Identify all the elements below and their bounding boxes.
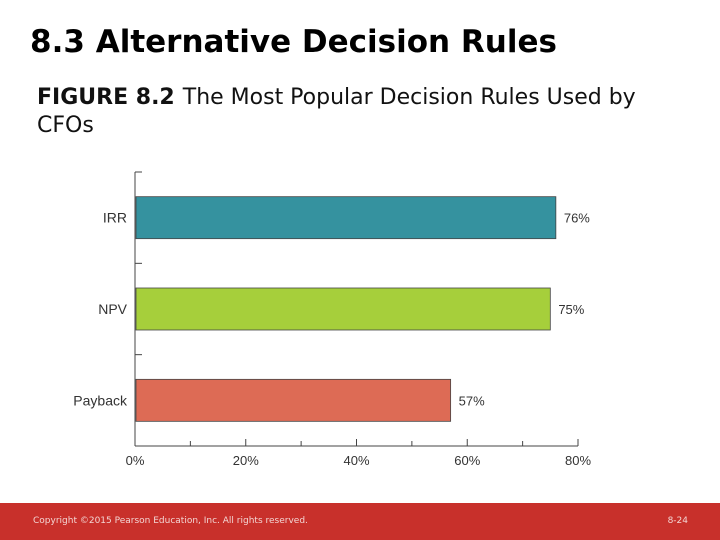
- figure-number: FIGURE 8.2: [37, 85, 175, 110]
- page-number: 8-24: [667, 516, 688, 526]
- figure-caption-text: The Most Popular Decision Rules Used by …: [37, 85, 636, 138]
- bar-chart: 0% 20% 40% 60% 80% IRR 76% NPV 75% Payback 57%: [73, 171, 591, 468]
- chart-axes: [134, 171, 579, 447]
- figure-caption: FIGURE 8.2 The Most Popular Decision Rule…: [37, 84, 637, 140]
- bar-irr: [135, 196, 557, 240]
- x-tick-label: 80%: [565, 453, 591, 468]
- x-tick-label: 0%: [126, 453, 145, 468]
- x-tick-label: 40%: [343, 453, 369, 468]
- chart-bars: [135, 196, 557, 422]
- x-tick-label: 60%: [454, 453, 480, 468]
- x-tick-label: 20%: [233, 453, 259, 468]
- bar-npv: [135, 287, 551, 331]
- value-label: 76%: [564, 211, 590, 226]
- chart-labels: 0% 20% 40% 60% 80% IRR 76% NPV 75% Payback 57%: [73, 210, 591, 468]
- category-label: NPV: [98, 301, 127, 317]
- category-label: IRR: [103, 210, 127, 226]
- value-label: 75%: [558, 302, 584, 317]
- value-label: 57%: [459, 393, 485, 408]
- slide-title: 8.3 Alternative Decision Rules: [30, 24, 557, 60]
- footer-copyright: Copyright ©2015 Pearson Education, Inc. …: [33, 516, 308, 526]
- category-label: Payback: [73, 392, 128, 408]
- footer-bar: Copyright ©2015 Pearson Education, Inc. …: [0, 503, 720, 540]
- bar-payback: [135, 378, 452, 422]
